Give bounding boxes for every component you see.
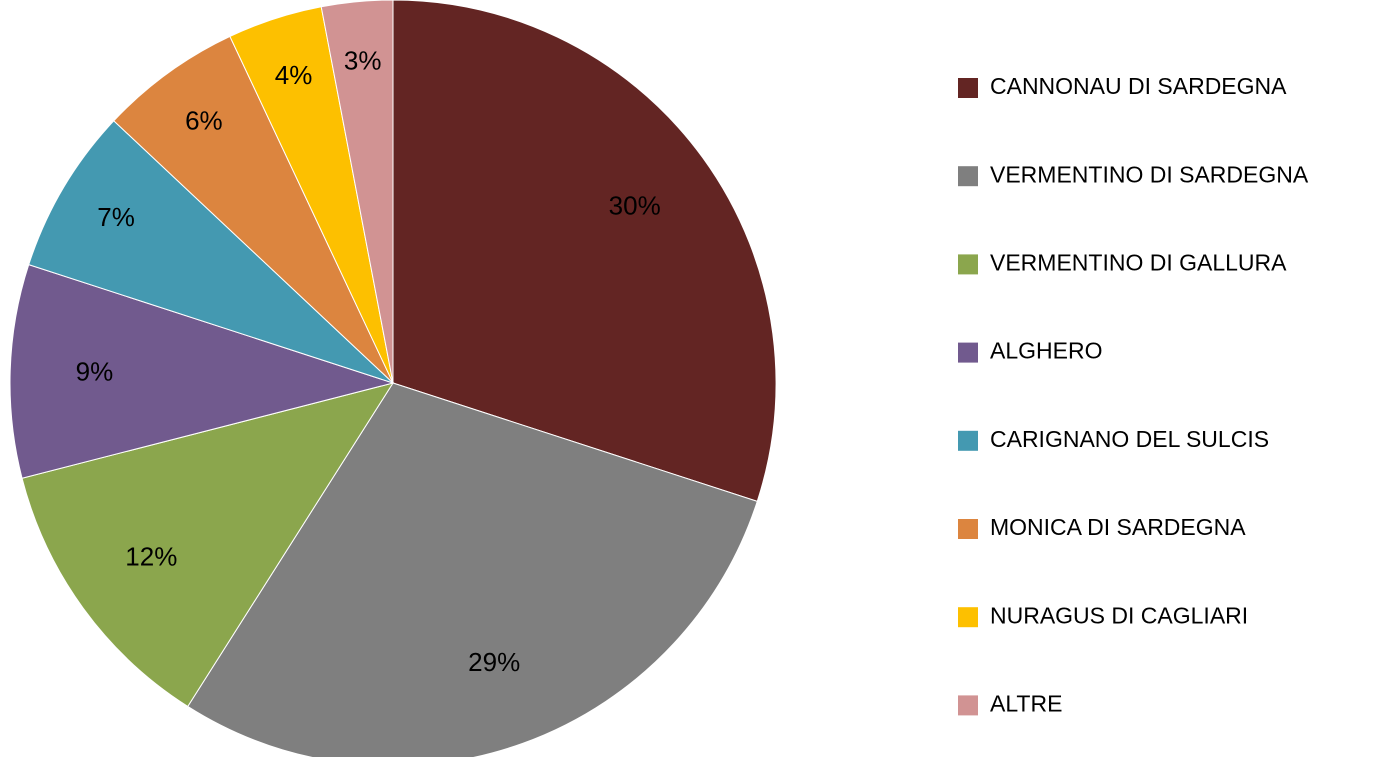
data-label: 30% [609, 190, 661, 220]
legend-label: CANNONAU DI SARDEGNA [990, 73, 1287, 99]
legend-swatch [958, 519, 978, 539]
data-label: 9% [76, 356, 114, 386]
data-label: 7% [97, 202, 135, 232]
legend-swatch [958, 254, 978, 275]
data-label: 4% [275, 60, 313, 90]
legend-swatch [958, 607, 978, 628]
legend-swatch [958, 166, 978, 187]
data-label: 29% [468, 647, 520, 677]
legend-swatch [958, 695, 978, 716]
legend-label: VERMENTINO DI SARDEGNA [990, 161, 1309, 187]
legend-label: ALGHERO [990, 338, 1102, 364]
pie-slice [392, 0, 777, 502]
legend-label: CARIGNANO DEL SULCIS [990, 426, 1269, 452]
pie-slice [113, 35, 394, 384]
data-label: 3% [344, 46, 382, 76]
legend-label: VERMENTINO DI GALLURA [990, 249, 1287, 275]
legend-label: MONICA DI SARDEGNA [990, 514, 1246, 540]
legend-swatch [958, 342, 978, 363]
legend-label: ALTRE [990, 690, 1062, 716]
pie-slice [320, 0, 394, 384]
legend-swatch [958, 430, 978, 451]
pie-slice [9, 264, 395, 479]
legend-label: NURAGUS DI CAGLIARI [990, 602, 1248, 628]
pie-slice [187, 382, 758, 757]
data-label: 6% [185, 106, 223, 136]
pie-slice [28, 120, 394, 384]
pie-slice [21, 382, 395, 708]
legend-swatch [958, 78, 978, 98]
data-label: 12% [125, 541, 177, 571]
